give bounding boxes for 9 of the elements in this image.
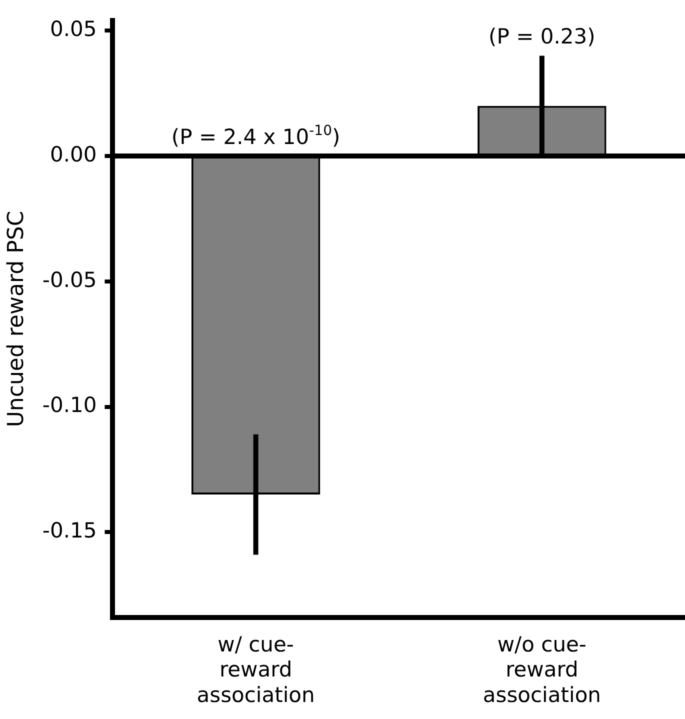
y-tick-label: -0.05 <box>42 268 97 292</box>
x-tick-label: w/o cue- reward association <box>482 632 601 707</box>
y-tick-label: 0.00 <box>50 142 97 166</box>
annotation: (P = 0.23) <box>488 24 596 49</box>
y-tick-label: -0.15 <box>42 518 97 543</box>
x-tick-label: w/ cue- reward association <box>196 632 315 707</box>
y-tick-label: -0.10 <box>42 393 97 418</box>
y-axis-title: Uncued reward PSC <box>4 210 29 428</box>
y-tick-label: 0.05 <box>50 17 97 42</box>
